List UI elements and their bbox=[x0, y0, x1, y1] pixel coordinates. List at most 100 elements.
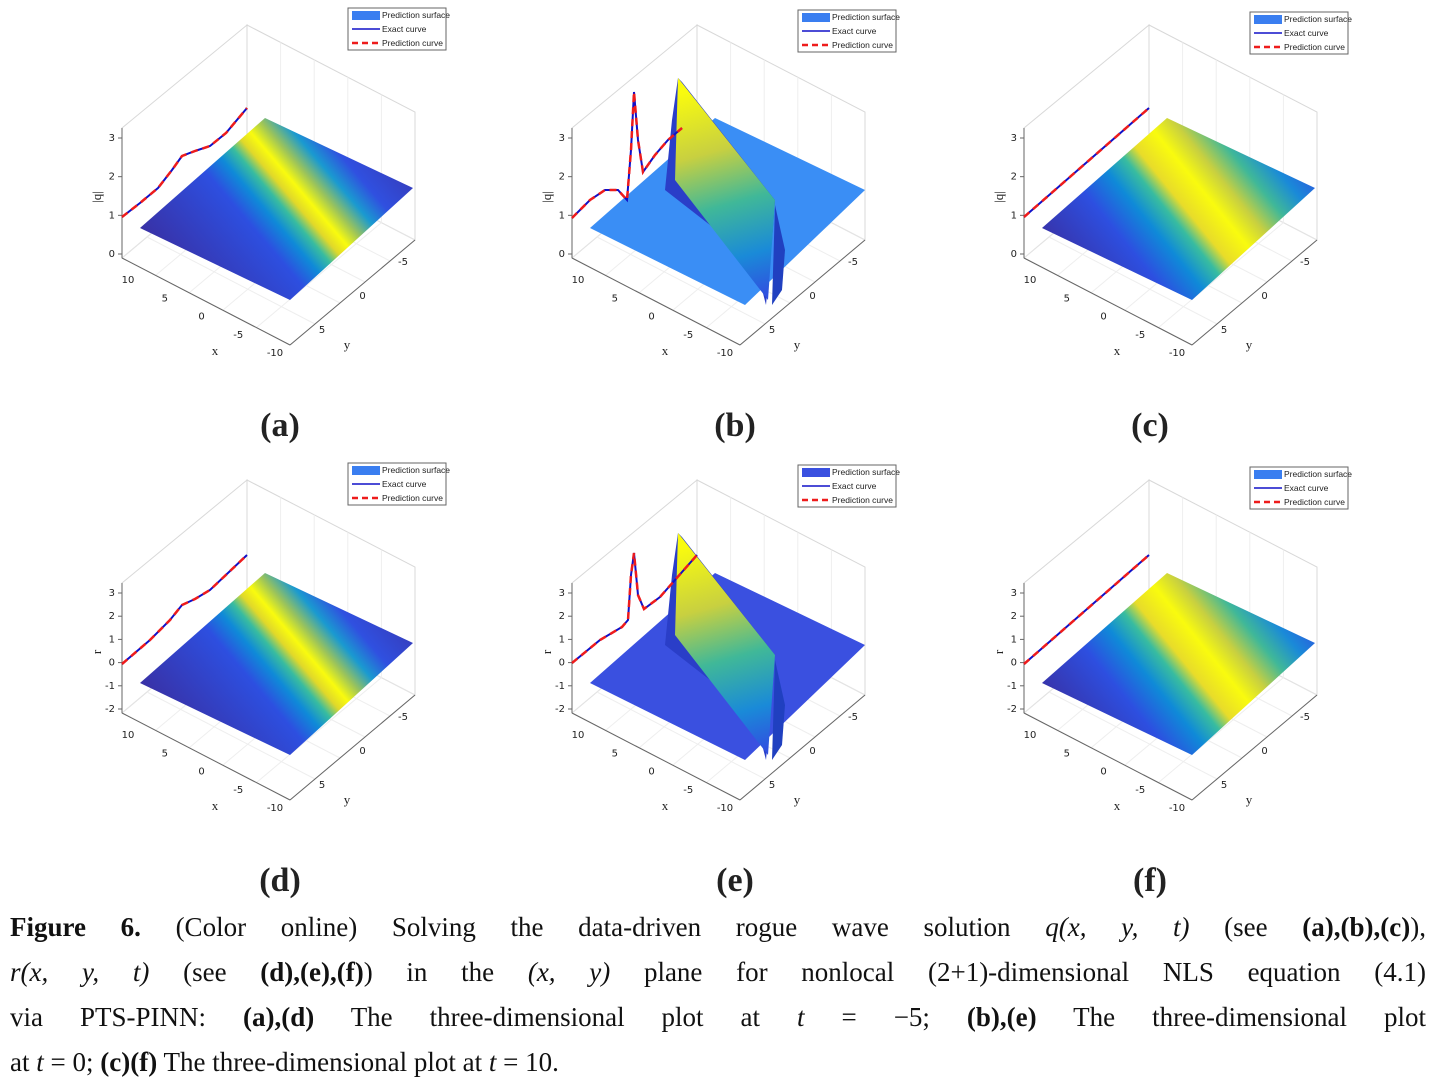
legend-label: Exact curve bbox=[382, 24, 427, 34]
x-tick-label: 0 bbox=[1100, 767, 1106, 778]
surface bbox=[140, 118, 413, 300]
x-tick-label: 0 bbox=[198, 767, 204, 778]
prediction-curve bbox=[571, 552, 698, 664]
z-tick-label: 2 bbox=[109, 611, 115, 622]
panel-label: (c) bbox=[1131, 407, 1169, 444]
prediction-curve bbox=[121, 107, 248, 218]
legend: Prediction surface Exact curve Prediction … bbox=[797, 464, 900, 508]
caption-text: (Color online) Solving the data-driven r… bbox=[140, 912, 1046, 942]
caption-text: (a),(b),(c) bbox=[1302, 912, 1411, 942]
x-axis bbox=[121, 712, 291, 801]
y-tick-label: 5 bbox=[1221, 325, 1227, 336]
caption-text: via PTS-PINN: bbox=[10, 1002, 243, 1032]
caption-line: Figure 6. (Color online) Solving the dat… bbox=[10, 905, 1426, 950]
y-tick-label: 0 bbox=[359, 291, 365, 302]
y-axis bbox=[289, 694, 416, 801]
y-axis-label: y bbox=[794, 337, 801, 352]
x-tick-label: -10 bbox=[267, 348, 283, 359]
surface-peak bbox=[675, 78, 775, 300]
legend-swatch bbox=[1254, 470, 1282, 479]
x-axis-label: x bbox=[1114, 798, 1121, 813]
caption-text: The three-dimensional plot at bbox=[157, 1047, 489, 1077]
panel-label: (a) bbox=[260, 407, 300, 444]
caption-text: (b),(e) bbox=[966, 1002, 1037, 1032]
x-tick-label: -10 bbox=[267, 803, 283, 814]
x-tick-label: -5 bbox=[1135, 785, 1145, 796]
z-axis-label: r bbox=[89, 649, 104, 654]
z-tick-label: 2 bbox=[109, 172, 115, 183]
x-tick-label: 5 bbox=[162, 293, 168, 304]
x-axis-label: x bbox=[662, 343, 669, 358]
z-axis-label: r bbox=[991, 649, 1006, 654]
caption-text: (d),(e),(f) bbox=[260, 957, 364, 987]
x-tick-label: 5 bbox=[1064, 748, 1070, 759]
y-tick-label: -5 bbox=[398, 257, 408, 268]
legend-swatch bbox=[802, 468, 830, 477]
legend-label: Prediction curve bbox=[832, 495, 893, 505]
x-axis bbox=[571, 257, 741, 346]
x-tick-label: -5 bbox=[683, 330, 693, 341]
grid-line bbox=[596, 691, 766, 780]
z-tick-label: 2 bbox=[1011, 172, 1017, 183]
grid-line bbox=[146, 691, 316, 780]
caption-text: at bbox=[10, 1047, 37, 1077]
x-tick-label: 5 bbox=[162, 748, 168, 759]
grid-line bbox=[256, 222, 382, 328]
legend-label: Exact curve bbox=[832, 26, 877, 36]
legend-label: Prediction surface bbox=[1284, 14, 1352, 24]
z-axis-label: |q| bbox=[991, 191, 1006, 203]
legend-label: Prediction curve bbox=[382, 493, 443, 503]
x-axis-label: x bbox=[662, 798, 669, 813]
z-tick-label: 0 bbox=[109, 249, 115, 260]
y-axis bbox=[1191, 239, 1318, 346]
caption-text: q(x, y, t) bbox=[1045, 912, 1190, 942]
legend-swatch bbox=[352, 466, 380, 475]
z-tick-label: -2 bbox=[555, 704, 565, 715]
y-axis-label: y bbox=[1246, 337, 1253, 352]
y-tick-label: 5 bbox=[319, 780, 325, 791]
legend-label: Prediction curve bbox=[1284, 497, 1345, 507]
x-tick-label: -5 bbox=[233, 785, 243, 796]
x-axis-label: x bbox=[212, 798, 219, 813]
legend-label: Exact curve bbox=[382, 479, 427, 489]
x-tick-label: 10 bbox=[122, 730, 135, 741]
x-tick-label: 10 bbox=[1024, 730, 1037, 741]
x-tick-label: 5 bbox=[612, 748, 618, 759]
z-tick-label: -1 bbox=[105, 681, 115, 692]
caption-text: r(x, y, t) bbox=[10, 957, 150, 987]
x-tick-label: 10 bbox=[572, 275, 585, 286]
legend-label: Prediction surface bbox=[382, 465, 450, 475]
y-tick-label: 0 bbox=[1261, 746, 1267, 757]
x-axis bbox=[1023, 712, 1193, 801]
caption-text: ), bbox=[1410, 912, 1426, 942]
caption-text: ) in the bbox=[363, 957, 528, 987]
y-axis bbox=[739, 239, 866, 346]
legend-label: Prediction surface bbox=[832, 12, 900, 22]
z-tick-label: 1 bbox=[109, 634, 115, 645]
prediction-curve bbox=[1023, 107, 1150, 218]
legend-label: Exact curve bbox=[1284, 28, 1329, 38]
legend-swatch bbox=[1254, 15, 1282, 24]
x-axis-label: x bbox=[212, 343, 219, 358]
y-axis-label: y bbox=[344, 337, 351, 352]
caption: Figure 6. (Color online) Solving the dat… bbox=[10, 905, 1426, 1085]
z-axis-label: |q| bbox=[89, 191, 104, 203]
grid-line bbox=[1048, 236, 1218, 325]
legend-label: Prediction surface bbox=[1284, 469, 1352, 479]
prediction-curve bbox=[121, 554, 248, 665]
grid-line bbox=[596, 236, 766, 325]
y-axis bbox=[289, 239, 416, 346]
z-tick-label: 3 bbox=[109, 588, 115, 599]
legend-label: Prediction curve bbox=[1284, 42, 1345, 52]
legend-label: Prediction curve bbox=[382, 38, 443, 48]
x-tick-label: -10 bbox=[1169, 803, 1185, 814]
z-tick-label: 0 bbox=[559, 658, 565, 669]
prediction-curve bbox=[1023, 554, 1150, 665]
x-axis bbox=[121, 257, 291, 346]
z-axis-label: r bbox=[539, 649, 554, 654]
caption-text: The three-dimensional plot bbox=[1036, 1002, 1426, 1032]
y-tick-label: -5 bbox=[848, 712, 858, 723]
